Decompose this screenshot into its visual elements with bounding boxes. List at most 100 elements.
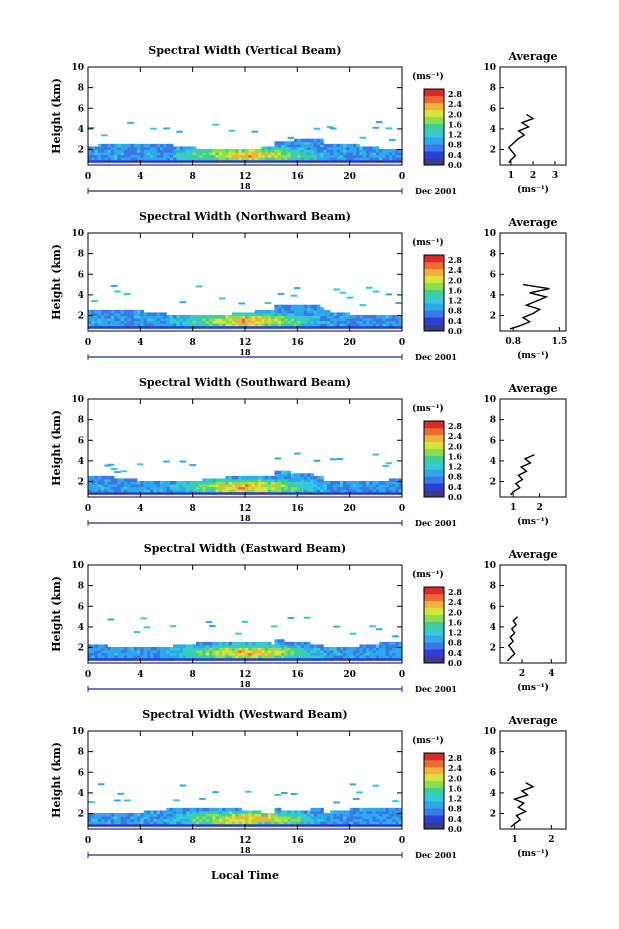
heatmap-cell: [146, 317, 151, 322]
heatmap-cell: [101, 478, 105, 482]
heatmap-cell: [245, 149, 249, 153]
heatmap-cell: [218, 820, 223, 825]
heatmap-cell: [176, 146, 180, 150]
heatmap-cell: [320, 315, 324, 319]
heatmap-cell: [398, 647, 403, 651]
heatmap-cell: [375, 156, 380, 161]
heatmap-cell: [254, 154, 259, 158]
heatmap-cell: [297, 818, 301, 822]
heatmap-cell: [258, 151, 262, 156]
heatmap-cell: [88, 325, 92, 329]
heatmap-cell: [264, 154, 269, 158]
heatmap-cell: [388, 823, 393, 827]
heatmap-cell: [195, 657, 200, 661]
heatmap-cell: [336, 317, 341, 322]
heatmap-cell: [218, 315, 223, 319]
heatmap-cell: [313, 647, 318, 651]
heatmap-cell: [362, 644, 367, 648]
heatmap-cell: [375, 154, 380, 158]
heatmap-cell: [163, 312, 167, 316]
heatmap-cell: [97, 823, 102, 827]
heatmap-cell: [97, 146, 102, 150]
average-frame: [499, 730, 567, 830]
colorbar-frame: [423, 420, 445, 498]
heatmap-cell: [297, 475, 301, 480]
heatmap-cell: [316, 807, 321, 812]
heatmap-cell: [369, 813, 373, 817]
heatmap-cell: [222, 647, 226, 651]
heatmap-cell: [143, 657, 148, 661]
heatmap-cell: [179, 159, 184, 163]
heatmap-cell: [294, 647, 298, 651]
heatmap-cell: [333, 654, 337, 659]
heatmap-cell: [173, 647, 177, 651]
heatmap-cell: [212, 641, 216, 646]
heatmap-cell: [146, 143, 151, 148]
heatmap-cell: [330, 159, 334, 163]
heatmap-cell: [359, 647, 364, 651]
heatmap-cell: [297, 322, 301, 327]
heatmap-cell: [323, 159, 328, 163]
sparse-echo: [277, 292, 285, 295]
heatmap-cell: [140, 156, 144, 161]
heatmap-cell: [173, 818, 177, 822]
heatmap-cell: [94, 149, 99, 153]
heatmap-cell: [251, 644, 256, 648]
heatmap-cell: [166, 320, 171, 324]
heatmap-cell: [336, 810, 341, 814]
heatmap-cell: [352, 488, 357, 493]
heatmap-cell: [310, 143, 314, 148]
heatmap-cell: [182, 325, 187, 329]
heatmap-cell: [228, 315, 233, 319]
heatmap-cell: [137, 483, 141, 488]
heatmap-cell: [264, 641, 269, 646]
heatmap-cell: [287, 491, 292, 495]
heatmap-cell: [97, 644, 102, 648]
heatmap-cell: [173, 491, 177, 495]
heatmap-cell: [110, 483, 115, 488]
heatmap-cell: [336, 491, 341, 495]
sparse-echo: [91, 300, 98, 303]
heatmap-cell: [316, 309, 321, 314]
heatmap-cell: [192, 818, 197, 822]
heatmap-cell: [261, 652, 265, 656]
heatmap-cell: [359, 657, 364, 661]
sparse-echo: [372, 290, 380, 293]
heatmap-cell: [205, 644, 210, 648]
sparse-echo: [388, 138, 396, 141]
heatmap-cell: [176, 652, 180, 656]
heatmap-cell: [392, 488, 396, 493]
heatmap-cell: [120, 486, 125, 490]
heatmap-cell: [137, 325, 141, 329]
heatmap-cell: [153, 156, 157, 161]
heatmap-cell: [88, 312, 92, 316]
heatmap-cell: [258, 309, 262, 314]
heatmap-cell: [110, 813, 115, 817]
heatmap-cell: [94, 813, 99, 817]
heatmap-cell: [300, 143, 305, 148]
heatmap-cell: [107, 151, 112, 156]
colorbar-tick-label: 0.8: [448, 140, 462, 150]
heatmap-cell: [238, 815, 243, 820]
heatmap-cell: [303, 159, 308, 163]
heatmap-cell: [398, 486, 403, 490]
heatmap-cell: [254, 322, 259, 327]
heatmap-cell: [287, 475, 292, 480]
heatmap-cell: [369, 154, 373, 158]
heatmap-cell: [307, 649, 311, 654]
sparse-echo: [251, 130, 259, 133]
sparse-echo: [349, 783, 357, 786]
heatmap-cell: [277, 657, 282, 661]
heatmap-cell: [290, 815, 295, 820]
heatmap-cell: [202, 154, 207, 158]
heatmap-cell: [271, 654, 275, 659]
heatmap-cell: [303, 641, 308, 646]
heatmap-cell: [346, 143, 350, 148]
heatmap-cell: [218, 654, 223, 659]
heatmap-cell: [143, 649, 148, 654]
heatmap-cell: [192, 317, 197, 322]
heatmap-cell: [235, 654, 239, 659]
heatmap-cell: [366, 652, 370, 656]
heatmap-cell: [248, 159, 252, 163]
sparse-echo: [209, 625, 216, 628]
